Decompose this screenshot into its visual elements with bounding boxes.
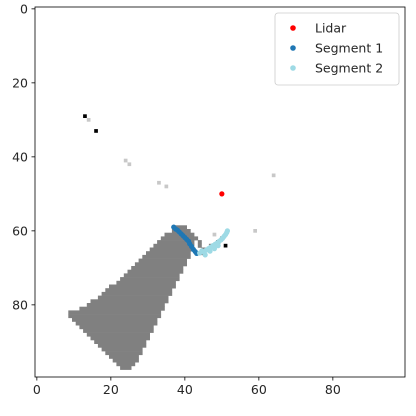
y-tick-label: 40 (12, 149, 28, 164)
point-segment-2 (211, 246, 218, 252)
occupancy-grid-image (68, 114, 276, 370)
unknown-cell-row (83, 328, 154, 333)
unknown-cell-row (175, 225, 187, 230)
legend: Lidar Segment 1 Segment 2 (274, 12, 400, 86)
legend-label: Segment 2 (315, 61, 383, 76)
unknown-cell-row (94, 340, 147, 344)
unknown-cell (194, 236, 199, 241)
legend-box (274, 12, 400, 86)
unknown-cell-row (79, 306, 165, 311)
unknown-cell-row (123, 273, 180, 278)
x-tick-label: 20 (103, 382, 119, 397)
unknown-cell-row (116, 280, 176, 285)
faint-cell (123, 158, 128, 163)
unknown-cell-row (97, 343, 147, 348)
x-tick-label: 80 (325, 382, 341, 397)
unknown-cell-row (105, 288, 173, 293)
unknown-cell-row (68, 314, 162, 319)
unknown-cell-row (109, 354, 139, 359)
unknown-cell (197, 240, 202, 245)
point-lidar (219, 191, 225, 197)
faint-cell (212, 232, 217, 237)
faint-cell (164, 184, 169, 189)
ticks-layer: 0 20 40 60 80 0 20 40 60 80 (12, 1, 341, 397)
unknown-cell-row (157, 240, 195, 245)
faint-cell (253, 229, 257, 233)
occupied-cell (83, 114, 87, 118)
legend-marker (290, 45, 296, 51)
unknown-cell-row (90, 336, 150, 341)
y-tick-label: 80 (12, 297, 28, 312)
unknown-cell-row (105, 351, 143, 356)
unknown-cell-row (97, 295, 169, 300)
unknown-cell-row (134, 262, 187, 267)
unknown-cell-row (127, 269, 184, 274)
unknown-cell-row (120, 277, 180, 282)
unknown-cell (197, 243, 202, 248)
unknown-cell-row (90, 299, 169, 304)
unknown-cell-row (79, 325, 154, 330)
series-layer (171, 191, 230, 258)
point-segment-2 (202, 252, 208, 258)
legend-label: Lidar (315, 21, 347, 36)
legend-label: Segment 1 (315, 41, 383, 56)
unknown-cell-row (72, 317, 158, 322)
occupied-cell (94, 129, 98, 133)
legend-marker (290, 25, 296, 31)
unknown-cell-row (68, 310, 162, 315)
unknown-cell-row (101, 347, 143, 352)
unknown-cell-row (116, 362, 136, 367)
unknown-cell-row (75, 321, 158, 326)
x-tick-label: 0 (33, 382, 41, 397)
point-segment-2 (207, 248, 213, 254)
x-tick-label: 60 (251, 382, 267, 397)
unknown-cell-row (112, 358, 139, 363)
unknown-cell-row (86, 303, 165, 307)
unknown-cell-row (109, 284, 176, 289)
unknown-cell-row (149, 247, 195, 252)
unknown-cell-row (138, 258, 187, 263)
legend-marker (290, 65, 296, 71)
unknown-cell-row (101, 291, 173, 296)
occupied-cell (223, 243, 228, 248)
unknown-cell-row (120, 365, 132, 370)
faint-cell (86, 118, 91, 122)
unknown-cell-row (160, 236, 195, 241)
y-tick-label: 20 (12, 75, 28, 90)
faint-cell (271, 173, 276, 178)
point-segment-2 (215, 243, 221, 249)
axes-frame (34, 6, 406, 378)
unknown-cell-row (86, 332, 150, 337)
faint-cell (127, 162, 132, 167)
faint-cell (157, 180, 161, 185)
unknown-cell-row (142, 254, 191, 259)
unknown-cell-row (131, 266, 184, 270)
x-tick-label: 40 (177, 382, 193, 397)
unknown-cell-row (146, 251, 191, 256)
y-tick-label: 60 (12, 223, 28, 238)
point-segment-2 (224, 228, 230, 234)
y-tick-label: 0 (20, 1, 28, 16)
unknown-cell-row (153, 243, 195, 248)
